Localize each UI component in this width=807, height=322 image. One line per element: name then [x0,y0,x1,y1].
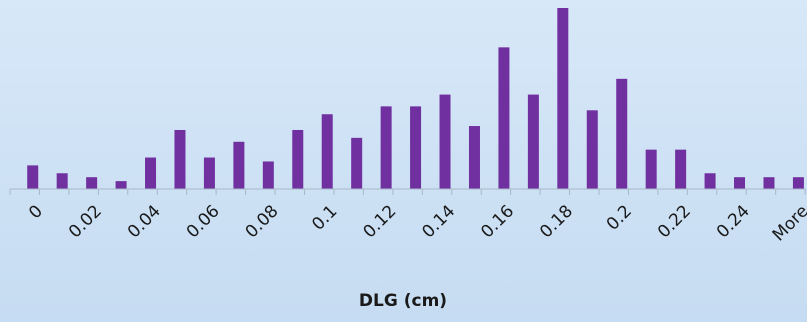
bar [115,181,127,189]
bar [468,126,480,189]
x-tick-label: 0.16 [477,201,518,242]
bar [174,129,186,189]
bar [527,94,539,189]
bar [56,173,68,189]
x-tick-label: 0.1 [308,201,341,234]
bar [351,137,363,189]
bar [675,149,687,189]
x-tick-label: 0.04 [124,201,165,242]
bar [498,47,510,189]
x-tick-label: 0.24 [713,201,754,242]
ticks-layer [9,189,806,195]
bar [145,157,157,189]
x-tick-label: 0.14 [418,201,459,242]
bar [380,106,392,189]
x-tick-label: 0.02 [65,201,106,242]
bar [586,110,598,189]
bar [233,141,245,189]
bar [792,177,804,189]
bars-layer [27,8,804,189]
bar [292,129,304,189]
x-tick-label: 0.18 [536,201,577,242]
x-axis-title: DLG (cm) [359,291,447,311]
x-tick-label: More [769,201,807,245]
bar [704,173,716,189]
x-tick-label: 0.08 [242,201,283,242]
bar [321,114,333,189]
bar [763,177,775,189]
bar [557,8,569,189]
x-tick-label: 0.2 [603,201,636,234]
x-tick-label: 0.22 [654,201,695,242]
bar [410,106,422,189]
bar [645,149,657,189]
bar [439,94,451,189]
bar [734,177,746,189]
bar [27,165,39,189]
labels-layer: 0 0.02 0.04 0.06 0.08 0.1 0.12 0.14 0.16 0.18 0.2 0… [25,201,807,245]
bar [616,78,628,189]
bar [203,157,215,189]
x-tick-label: 0.12 [359,201,400,242]
x-tick-label: 0.06 [183,201,224,242]
bar [86,177,98,189]
bar [262,161,274,189]
x-tick-label: 0 [25,201,47,223]
